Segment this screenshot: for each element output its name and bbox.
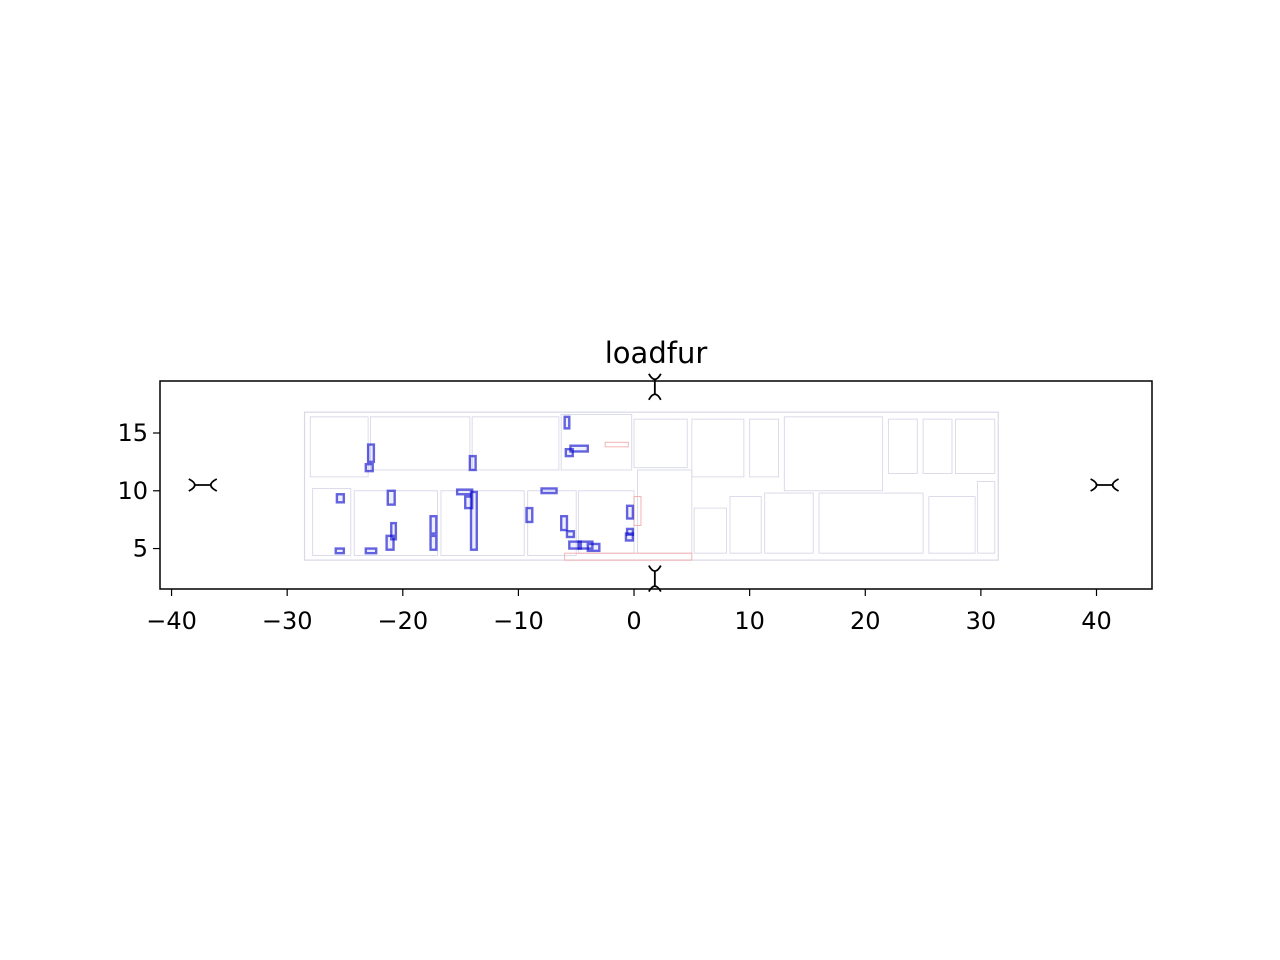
chart-title: loadfur [605,336,708,370]
door-mark [604,441,629,448]
room-outline [560,414,633,471]
room-outline [633,418,688,469]
furniture-rect [334,547,346,555]
furniture-rect [364,547,378,555]
furniture-rect [569,444,589,453]
furniture-rect [364,463,374,473]
room-outline [729,496,762,554]
x-tick-label: −30 [262,607,313,635]
x-tick-label: 10 [734,607,765,635]
furniture-rect [386,489,396,506]
furniture-rect [385,534,395,551]
room-outline [887,418,918,474]
room-outline [471,416,560,471]
y-axis: 5 10 15 [117,419,160,563]
furniture-rect [625,504,635,520]
room-outline [818,492,924,554]
room-outline [693,507,727,554]
room-outline [783,416,884,492]
room-outline [440,490,525,556]
door-mark [564,552,693,561]
furniture-rect [366,443,376,464]
furniture-rect [565,530,576,539]
marker-glyph [1090,478,1120,492]
room-outline [749,418,780,478]
room-outline [691,418,745,478]
furniture-rect [586,542,601,553]
x-tick-label: −40 [146,607,197,635]
marker-path [648,565,662,593]
furniture-rect [563,415,571,430]
room-outline [922,418,953,474]
x-tick-label: 40 [1081,607,1112,635]
axes-frame [159,380,1153,590]
x-tick-label: 20 [850,607,881,635]
furniture-rect [540,487,558,495]
furniture-rect [429,534,438,551]
plot-area [188,373,1120,593]
room-outline [764,492,814,554]
x-tick-label: 0 [626,607,641,635]
y-tick-label: 10 [117,477,148,505]
furniture-rect [335,493,346,504]
furniture-rect [468,454,477,472]
furniture-rect [568,540,583,550]
marker-path [648,373,662,401]
x-axis: −40 −30 −20 −10 0 10 20 30 40 [146,589,1112,635]
furniture-rect [469,490,478,551]
room-outline [954,418,996,474]
marker-glyph [648,565,662,593]
y-tick-label: 5 [133,535,148,563]
room-outline [976,481,996,554]
furniture-rect [625,527,635,536]
furniture-rect [559,515,569,532]
furniture-rect [525,506,534,524]
room-outline [312,488,352,556]
room-outline [928,496,976,554]
marker-path [1090,478,1120,492]
x-tick-label: 30 [966,607,997,635]
x-tick-label: −20 [377,607,428,635]
marker-path [188,478,218,492]
marker-glyph [188,478,218,492]
y-tick-label: 15 [117,419,148,447]
marker-glyph [648,373,662,401]
furniture-rect [429,515,438,535]
x-tick-label: −10 [493,607,544,635]
